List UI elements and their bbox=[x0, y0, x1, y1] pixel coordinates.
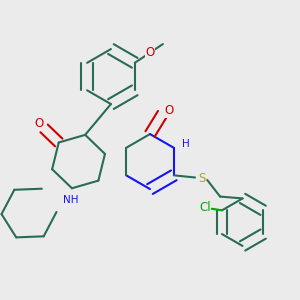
Text: NH: NH bbox=[63, 195, 78, 205]
Text: S: S bbox=[198, 172, 206, 185]
Text: O: O bbox=[34, 117, 44, 130]
Text: H: H bbox=[182, 139, 190, 149]
Text: O: O bbox=[165, 104, 174, 117]
Text: Cl: Cl bbox=[199, 201, 211, 214]
Text: O: O bbox=[145, 46, 154, 59]
